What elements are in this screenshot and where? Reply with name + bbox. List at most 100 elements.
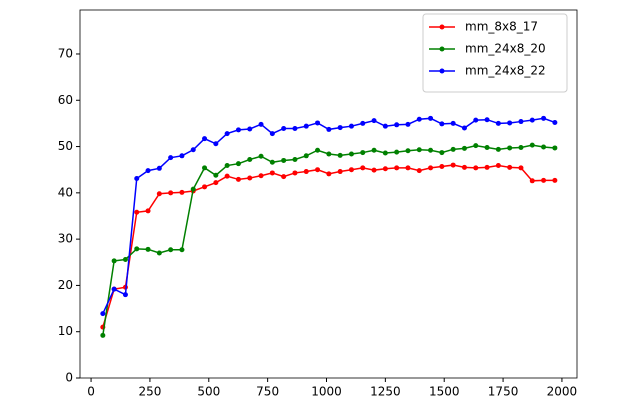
point — [371, 147, 377, 153]
point — [179, 153, 185, 159]
point — [450, 162, 456, 168]
point — [145, 246, 151, 252]
point — [213, 180, 219, 186]
x-tick-label: 2000 — [547, 385, 578, 399]
point — [507, 164, 513, 170]
point — [394, 149, 400, 155]
point — [315, 120, 321, 126]
x-tick-label: 0 — [87, 385, 95, 399]
point — [529, 117, 535, 123]
point — [439, 163, 445, 169]
point — [416, 116, 422, 122]
point — [315, 147, 321, 153]
y-tick-label: 60 — [58, 93, 73, 107]
point — [371, 167, 377, 173]
point — [416, 168, 422, 174]
point — [552, 119, 558, 125]
point — [337, 152, 343, 158]
point — [495, 146, 501, 152]
point — [326, 126, 332, 132]
point — [168, 247, 174, 253]
point — [258, 173, 264, 179]
point — [281, 126, 287, 132]
point — [281, 157, 287, 163]
y-tick-label: 10 — [58, 324, 73, 338]
point — [303, 169, 309, 175]
y-tick-label: 30 — [58, 232, 73, 246]
point — [281, 174, 287, 180]
x-tick-label: 1750 — [488, 385, 519, 399]
point — [394, 122, 400, 128]
legend-marker — [439, 68, 445, 74]
point — [303, 123, 309, 129]
point — [552, 145, 558, 151]
point — [461, 145, 467, 151]
point — [235, 161, 241, 167]
point — [213, 141, 219, 147]
point — [111, 258, 117, 264]
point — [247, 157, 253, 163]
y-tick-label: 70 — [58, 46, 73, 60]
legend-marker — [439, 46, 445, 52]
point — [416, 147, 422, 153]
point — [405, 148, 411, 154]
point — [473, 165, 479, 171]
point — [258, 121, 264, 127]
legend-label: mm_8x8_17 — [465, 20, 538, 34]
point — [168, 155, 174, 161]
point — [145, 168, 151, 174]
point — [292, 157, 298, 163]
point — [360, 165, 366, 171]
point — [348, 123, 354, 129]
point — [360, 150, 366, 156]
point — [202, 136, 208, 142]
point — [202, 165, 208, 171]
plot-frame — [79, 9, 578, 379]
point — [190, 186, 196, 192]
point — [190, 147, 196, 153]
point — [439, 121, 445, 127]
point — [303, 153, 309, 159]
point — [394, 165, 400, 171]
point — [348, 167, 354, 173]
point — [484, 144, 490, 150]
x-tick-label: 500 — [197, 385, 220, 399]
y-tick-label: 50 — [58, 139, 73, 153]
point — [258, 153, 264, 159]
point — [247, 175, 253, 181]
point — [122, 256, 128, 262]
point — [122, 292, 128, 298]
point — [360, 120, 366, 126]
point — [269, 131, 275, 137]
point — [495, 163, 501, 169]
point — [473, 143, 479, 149]
point — [450, 120, 456, 126]
x-tick-label: 750 — [256, 385, 279, 399]
y-tick-label: 40 — [58, 185, 73, 199]
y-tick-label: 0 — [65, 371, 73, 385]
point — [382, 166, 388, 172]
point — [405, 121, 411, 127]
point — [461, 164, 467, 170]
point — [224, 163, 230, 169]
point — [461, 125, 467, 131]
point — [371, 118, 377, 124]
point — [428, 165, 434, 171]
point — [484, 117, 490, 123]
x-tick-label: 1000 — [311, 385, 342, 399]
point — [382, 123, 388, 129]
point — [484, 164, 490, 170]
point — [100, 332, 106, 338]
point — [247, 126, 253, 132]
point — [405, 165, 411, 171]
point — [235, 176, 241, 182]
point — [541, 177, 547, 183]
point — [529, 178, 535, 184]
x-tick-label: 250 — [138, 385, 161, 399]
point — [315, 167, 321, 173]
point — [168, 190, 174, 196]
legend-label: mm_24x8_22 — [465, 64, 546, 78]
point — [134, 175, 140, 181]
point — [473, 117, 479, 123]
point — [134, 209, 140, 215]
